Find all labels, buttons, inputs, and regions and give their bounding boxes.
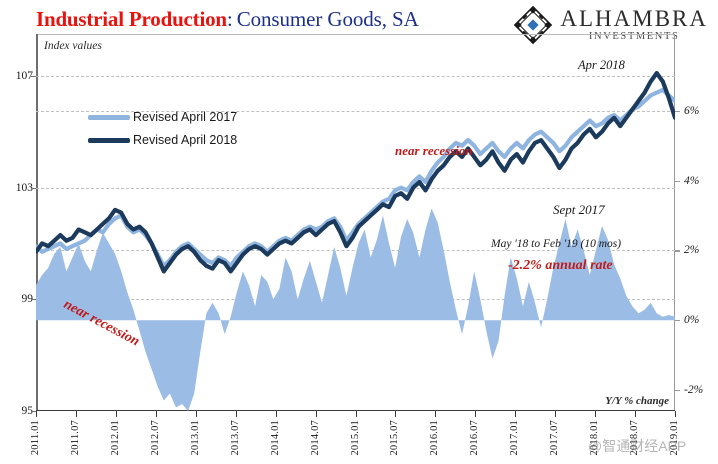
- legend-swatch-revised-2018: [88, 137, 130, 143]
- left-axis-tick-mark: [31, 187, 36, 189]
- series-canvas: [36, 71, 675, 411]
- x-axis-tick-label: 2015.01: [349, 420, 361, 456]
- x-axis-tick-mark: [75, 411, 77, 417]
- x-axis-tick-mark: [395, 411, 397, 417]
- x-axis-tick-mark: [115, 411, 117, 417]
- right-axis-tick-mark: [675, 250, 680, 252]
- right-axis-tick-mark: [675, 110, 680, 112]
- chart-legend: Revised April 2017 Revised April 2018: [88, 110, 237, 147]
- logo-brand-name: ALHAMBRA: [560, 6, 708, 32]
- axis-top-border: [36, 34, 675, 35]
- right-axis-tick-label: -2%: [684, 384, 704, 397]
- left-axis-tick-label: 103: [15, 181, 33, 194]
- x-axis-tick-mark: [195, 411, 197, 417]
- x-axis-tick-mark: [355, 411, 357, 417]
- x-axis-tick-mark: [555, 411, 557, 417]
- right-axis-tick-mark: [675, 390, 680, 392]
- legend-label-revised-2018: Revised April 2018: [133, 133, 238, 147]
- x-axis-tick-label: 2016.07: [469, 420, 481, 456]
- x-axis-tick-mark: [635, 411, 637, 417]
- x-axis-tick-label: 2017.01: [509, 420, 521, 456]
- x-axis-tick-label: 2013.07: [229, 420, 241, 456]
- logo-tagline: INVESTMENTS: [588, 31, 680, 43]
- x-axis-tick-mark: [595, 411, 597, 417]
- x-axis-tick-label: 2014.07: [309, 420, 321, 456]
- x-axis-tick-label: 2016.01: [429, 420, 441, 456]
- x-axis-tick-label: 2018.01: [589, 420, 601, 456]
- annotation-sept-2017: Sept 2017: [553, 202, 605, 217]
- x-axis-tick-mark: [36, 411, 37, 417]
- plot-area: Index values Y/Y % change 107 103 99 95 6% 4…: [16, 34, 703, 456]
- left-axis-tick-label: 95: [21, 405, 34, 417]
- axis-bottom-line: [36, 409, 675, 411]
- right-axis-tick-label: 4%: [684, 174, 700, 187]
- left-axis-tick-label: 107: [15, 69, 33, 82]
- right-axis-tick-label: 0%: [684, 314, 700, 327]
- left-axis-tick-mark: [31, 411, 36, 413]
- x-axis-tick-label: 2012.01: [109, 420, 121, 456]
- gridline: [36, 187, 675, 189]
- area-series-yy-change: [36, 208, 675, 411]
- legend-item: Revised April 2018: [88, 133, 237, 147]
- x-axis-tick-label: 2018.07: [629, 420, 641, 456]
- gridline: [36, 250, 675, 252]
- x-axis-tick-mark: [315, 411, 317, 417]
- logo-wordmark: ALHAMBRA INVESTMENTS: [560, 7, 708, 43]
- x-axis-tick-mark: [275, 411, 277, 417]
- right-axis-title: Y/Y % change: [605, 395, 669, 407]
- x-axis-tick-label: 2012.07: [149, 420, 161, 456]
- title-subtitle-text: Consumer Goods, SA: [236, 6, 419, 31]
- legend-swatch-revised-2017: [88, 114, 130, 120]
- annotation-apr-2018: Apr 2018: [578, 58, 625, 72]
- title-colon: :: [226, 6, 233, 31]
- x-axis-tick-mark: [475, 411, 477, 417]
- right-axis-tick-mark: [675, 320, 680, 322]
- x-axis-tick-label: 2014.01: [269, 420, 281, 456]
- annotation-near-recession-right: near recession: [395, 143, 473, 158]
- legend-label-revised-2017: Revised April 2017: [133, 110, 238, 124]
- left-axis-tick-mark: [31, 299, 36, 301]
- gridline: [36, 75, 675, 77]
- legend-item: Revised April 2017: [88, 110, 237, 124]
- line-series-revised-2018: [36, 71, 675, 274]
- x-axis-tick-mark: [435, 411, 437, 417]
- x-axis-tick-label: 2011.07: [69, 420, 81, 456]
- axis-left-line: [36, 34, 38, 411]
- right-axis-tick-mark: [675, 180, 680, 182]
- x-axis-tick-mark: [515, 411, 517, 417]
- right-axis-tick-label: 2%: [684, 244, 700, 257]
- x-axis-tick-mark: [235, 411, 237, 417]
- left-axis-tick-label: 99: [21, 293, 34, 306]
- x-axis-tick-label: 2011.01: [30, 420, 41, 456]
- right-axis-tick-label: 6%: [684, 104, 700, 117]
- x-axis-tick-mark: [675, 411, 676, 417]
- x-axis-tick-label: 2015.07: [389, 420, 401, 456]
- left-axis-title: Index values: [44, 40, 102, 52]
- page-title: Industrial Production: Consumer Goods, SA: [36, 2, 516, 36]
- x-axis-tick-label: 2019.01: [669, 420, 680, 456]
- annotation-annual-rate: -2.2% annual rate: [508, 258, 613, 273]
- x-axis-tick-mark: [155, 411, 157, 417]
- x-axis-tick-label: 2013.01: [189, 420, 201, 456]
- annotation-date-range: May '18 to Feb '19 (10 mos): [491, 238, 622, 250]
- gridline: [36, 110, 675, 112]
- brand-logo: ALHAMBRA INVESTMENTS: [513, 3, 708, 47]
- axis-right-line: [673, 34, 675, 411]
- x-axis-tick-label: 2017.07: [549, 420, 561, 456]
- title-main-text: Industrial Production: [36, 6, 227, 31]
- left-axis-tick-mark: [31, 75, 36, 78]
